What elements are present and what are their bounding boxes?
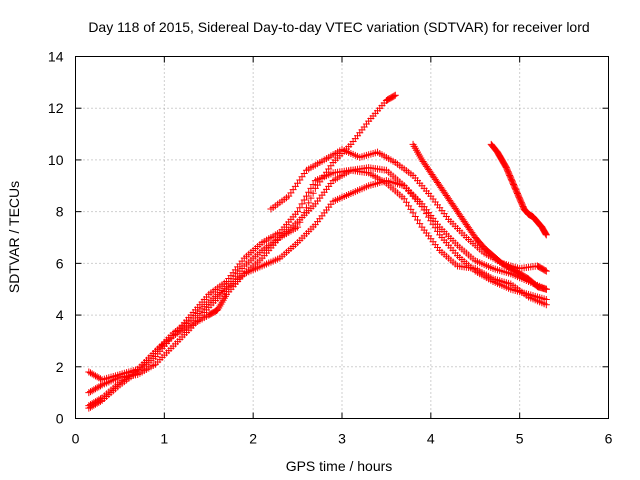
data-point-arc-2: [400, 195, 408, 203]
series-arc-7: [487, 140, 550, 239]
data-point-arc-2: [402, 198, 410, 206]
data-point-arc-2: [416, 220, 424, 228]
plot-frame: [75, 56, 609, 419]
data-point-arc-3: [302, 192, 310, 200]
y-tick-label: 10: [48, 152, 64, 168]
data-point-arc-4: [298, 213, 306, 221]
data-point-arc-1: [431, 224, 439, 232]
data-point-arc-6: [542, 285, 550, 293]
y-tick-label: 14: [48, 49, 64, 65]
data-point-arc-7: [542, 231, 550, 239]
x-tick-label: 1: [160, 431, 168, 447]
data-point-arc-2: [542, 301, 550, 309]
series-arc-2: [85, 166, 550, 410]
y-tick-label: 2: [56, 359, 64, 375]
x-tick-label: 4: [427, 431, 435, 447]
data-point-arc-4: [391, 91, 399, 99]
series-arc-6: [409, 140, 550, 293]
x-tick-label: 5: [516, 431, 524, 447]
data-point-arc-7: [542, 230, 550, 238]
x-tick-labels: 0 1 2 3 4 5 6: [72, 431, 613, 447]
data-point-arc-3: [294, 208, 302, 216]
data-point-arc-2: [411, 212, 419, 220]
x-axis-title: GPS time / hours: [286, 458, 393, 474]
data-point-arc-4: [302, 204, 310, 212]
data-point-arc-5: [541, 266, 549, 274]
y-tick-label: 0: [56, 411, 64, 427]
data-point-arc-4: [300, 209, 308, 217]
chart-title: Day 118 of 2015, Sidereal Day-to-day VTE…: [88, 19, 589, 35]
data-point-arc-3: [309, 180, 317, 188]
data-point-arc-4: [309, 189, 317, 197]
y-tick-labels: 0 2 4 6 8 10 12 14: [48, 49, 64, 427]
series-arc-1: [85, 177, 550, 397]
data-point-arc-3: [298, 200, 306, 208]
y-tick-label: 4: [56, 307, 64, 323]
data-point-arc-4: [305, 199, 313, 207]
data-point-arc-2: [414, 216, 422, 224]
data-point-arc-2: [405, 202, 413, 210]
x-tick-label: 3: [338, 431, 346, 447]
series-arc-3: [85, 164, 550, 412]
data-point-arc-1: [433, 227, 441, 235]
y-tick-label: 8: [56, 204, 64, 220]
series-arc-5: [267, 146, 550, 275]
data-marks: [85, 91, 550, 412]
data-point-arc-2: [407, 205, 415, 213]
x-tick-label: 0: [72, 431, 80, 447]
data-point-arc-1: [96, 382, 104, 390]
y-axis-title: SDTVAR / TECUs: [6, 181, 22, 293]
data-point-arc-3: [305, 188, 313, 196]
y-tick-label: 12: [48, 100, 64, 116]
x-tick-label: 6: [605, 431, 613, 447]
data-point-arc-4: [296, 218, 304, 226]
data-point-arc-5: [542, 267, 550, 275]
data-point-arc-3: [96, 397, 104, 405]
series-arc-4: [85, 91, 399, 384]
data-point-arc-3: [300, 196, 308, 204]
data-point-arc-4: [294, 223, 302, 231]
data-point-arc-3: [296, 204, 304, 212]
data-point-arc-4: [390, 92, 398, 100]
data-point-arc-2: [409, 209, 417, 217]
data-point-arc-4: [307, 194, 315, 202]
y-tick-label: 6: [56, 255, 64, 271]
grid-lines: [75, 56, 609, 419]
x-tick-label: 2: [249, 431, 257, 447]
